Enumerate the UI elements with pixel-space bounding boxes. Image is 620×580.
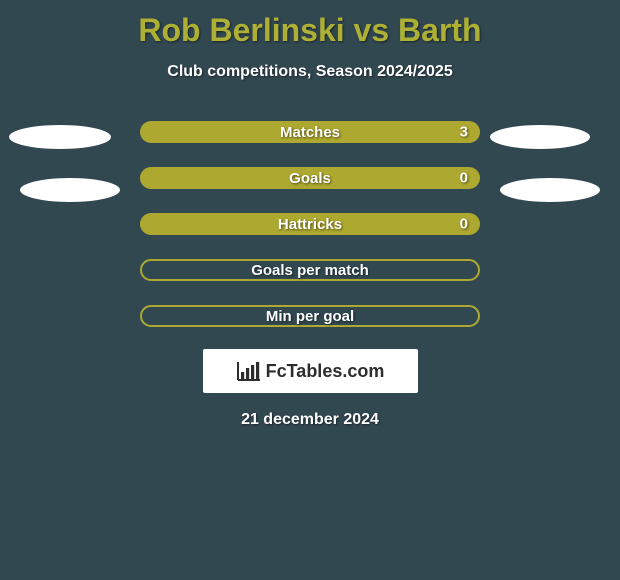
stat-label: Hattricks [278,216,342,233]
stat-label: Goals [289,170,331,187]
content-area: Matches 3 Goals 0 Hattricks 0 Goals per match M… [0,121,620,429]
date-text: 21 december 2024 [0,411,620,429]
logo-text: FcTables.com [266,361,385,382]
stat-row: Goals 0 [140,167,480,189]
stat-label: Min per goal [266,308,354,325]
logo-box: FcTables.com [203,349,418,393]
page-title: Rob Berlinski vs Barth [0,0,620,49]
stat-row: Hattricks 0 [140,213,480,235]
stat-label: Matches [280,124,340,141]
decorative-ellipse [9,125,111,149]
decorative-ellipse [20,178,120,202]
stat-row: Matches 3 [140,121,480,143]
subtitle: Club competitions, Season 2024/2025 [0,63,620,81]
stat-value: 3 [460,124,468,141]
stat-rows: Matches 3 Goals 0 Hattricks 0 Goals per match M… [140,121,480,327]
bar-chart-icon [236,360,262,382]
stat-row: Goals per match [140,259,480,281]
stat-label: Goals per match [251,262,369,279]
decorative-ellipse [490,125,590,149]
decorative-ellipse [500,178,600,202]
stat-row: Min per goal [140,305,480,327]
stat-value: 0 [460,170,468,187]
stat-value: 0 [460,216,468,233]
